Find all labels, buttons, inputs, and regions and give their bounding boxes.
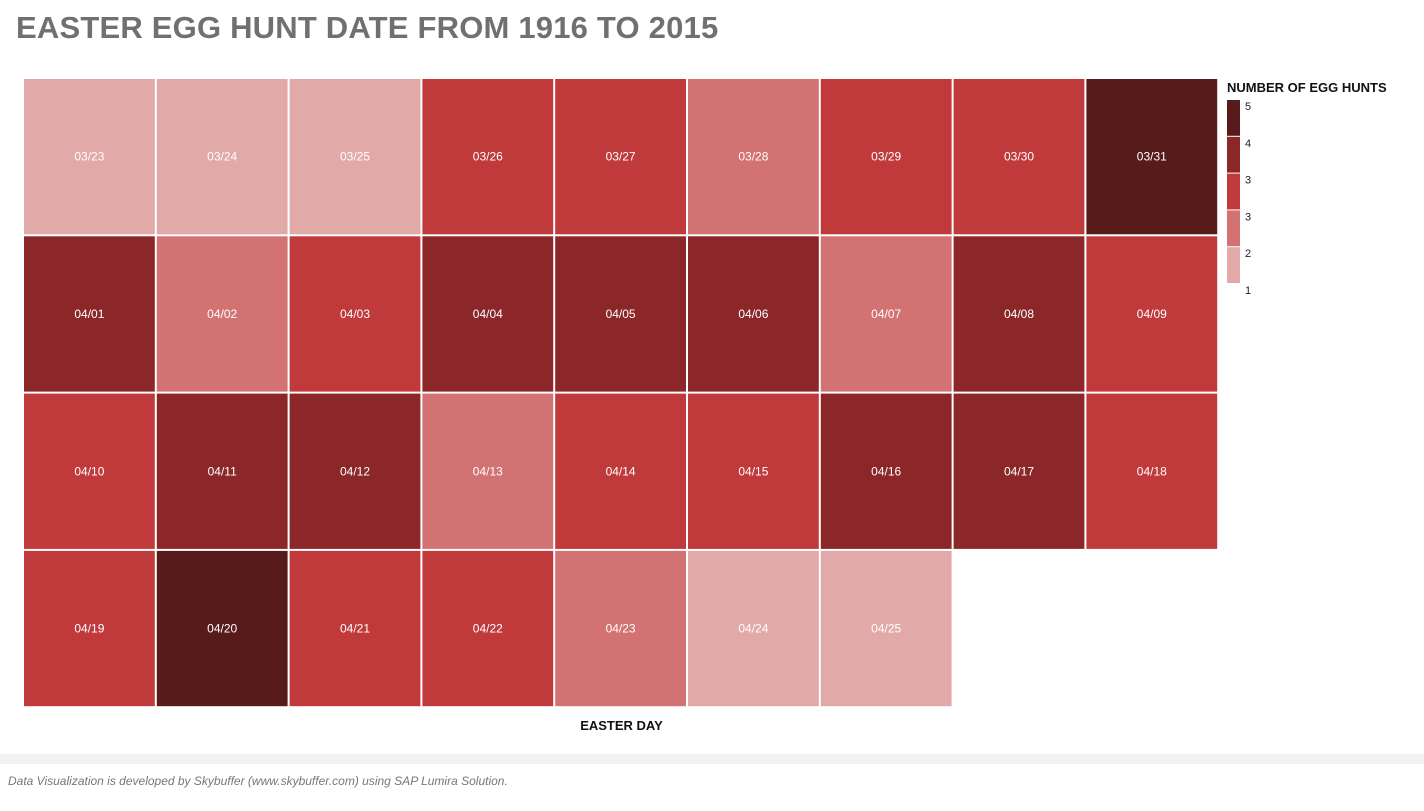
legend-swatch xyxy=(1227,100,1240,136)
cell-date-label: 04/03 xyxy=(340,307,370,321)
cell-date-label: 03/27 xyxy=(606,150,636,164)
heatmap-cell[interactable] xyxy=(688,550,819,707)
chart-title: EASTER EGG HUNT DATE FROM 1916 TO 2015 xyxy=(16,10,719,45)
cell-date-label: 04/13 xyxy=(473,464,503,478)
cell-date-label: 03/28 xyxy=(738,150,768,164)
heatmap-cell[interactable] xyxy=(688,393,819,549)
legend-swatch xyxy=(1227,173,1240,210)
legend-title: NUMBER OF EGG HUNTS xyxy=(1227,80,1387,95)
legend-tick-label: 2 xyxy=(1245,248,1251,260)
heatmap-cell[interactable] xyxy=(156,236,288,392)
heatmap-cell[interactable] xyxy=(555,79,686,235)
cell-date-label: 04/22 xyxy=(473,622,503,636)
cell-date-label: 04/09 xyxy=(1137,307,1167,321)
heatmap-cell[interactable] xyxy=(688,79,819,235)
cell-date-label: 04/25 xyxy=(871,622,901,636)
heatmap-cell[interactable] xyxy=(24,393,155,549)
cell-date-label: 03/26 xyxy=(473,150,503,164)
heatmap-cell[interactable] xyxy=(422,79,554,235)
cell-date-label: 03/31 xyxy=(1137,150,1167,164)
cell-date-label: 04/23 xyxy=(606,622,636,636)
cell-date-label: 04/10 xyxy=(74,464,104,478)
legend-tick-label: 4 xyxy=(1245,138,1251,150)
cell-date-label: 04/11 xyxy=(208,464,237,478)
heatmap-cell[interactable] xyxy=(24,79,155,235)
heatmap-cell[interactable] xyxy=(24,236,155,392)
cell-date-label: 03/23 xyxy=(74,150,104,164)
heatmap-cell[interactable] xyxy=(953,393,1085,549)
heatmap-cell[interactable] xyxy=(555,236,686,392)
heatmap-cell[interactable] xyxy=(289,393,421,549)
heatmap-cell[interactable] xyxy=(688,236,819,392)
heatmap-cell[interactable] xyxy=(422,236,554,392)
cell-date-label: 04/15 xyxy=(738,464,768,478)
heatmap-cell[interactable] xyxy=(156,393,288,549)
cell-date-label: 04/04 xyxy=(473,307,503,321)
legend-tick-label: 3 xyxy=(1245,175,1251,187)
heatmap-chart: 03/23 03/24 03/25 03/26 03/27 03/28 03/29 03/30… xyxy=(24,79,1251,707)
heatmap-cell[interactable] xyxy=(422,550,554,707)
heatmap-cell[interactable] xyxy=(1086,393,1218,549)
cell-date-label: 04/20 xyxy=(207,622,237,636)
heatmap-cell[interactable] xyxy=(820,393,952,549)
footer-divider xyxy=(0,754,1424,764)
cell-date-label: 04/17 xyxy=(1004,464,1034,478)
heatmap-cell[interactable] xyxy=(289,236,421,392)
heatmap-cell[interactable] xyxy=(820,79,952,235)
cell-date-label: 04/14 xyxy=(606,464,636,478)
heatmap-cell[interactable] xyxy=(953,236,1085,392)
cell-date-label: 04/01 xyxy=(74,307,104,321)
cell-date-label: 04/06 xyxy=(738,307,768,321)
cell-date-label: 03/29 xyxy=(871,150,901,164)
heatmap-cell[interactable] xyxy=(1086,236,1218,392)
legend-swatch xyxy=(1227,247,1240,283)
legend-swatch xyxy=(1227,210,1240,247)
cell-date-label: 04/16 xyxy=(871,464,901,478)
cell-date-label: 04/07 xyxy=(871,307,901,321)
cell-date-label: 04/02 xyxy=(207,307,237,321)
heatmap-cell[interactable] xyxy=(156,79,288,235)
x-axis-label: EASTER DAY xyxy=(580,718,663,733)
heatmap-cell[interactable] xyxy=(820,236,952,392)
footer-credit: Data Visualization is developed by Skybu… xyxy=(8,774,508,788)
cell-date-label: 04/12 xyxy=(340,464,370,478)
heatmap-cell[interactable] xyxy=(1086,79,1218,235)
cell-date-label: 04/24 xyxy=(738,622,768,636)
legend-tick-label: 3 xyxy=(1245,211,1251,223)
heatmap-cell[interactable] xyxy=(156,550,288,707)
heatmap-cell[interactable] xyxy=(289,550,421,707)
legend-tick-label: 5 xyxy=(1245,101,1251,113)
legend-swatch xyxy=(1227,136,1240,173)
cell-date-label: 04/18 xyxy=(1137,464,1167,478)
cell-date-label: 03/24 xyxy=(207,150,237,164)
cell-date-label: 04/21 xyxy=(340,622,370,636)
cell-date-label: 04/08 xyxy=(1004,307,1034,321)
heatmap-cell[interactable] xyxy=(422,393,554,549)
heatmap-cell[interactable] xyxy=(289,79,421,235)
heatmap-cell[interactable] xyxy=(820,550,952,707)
heatmap-cell[interactable] xyxy=(953,79,1085,235)
heatmap-cell[interactable] xyxy=(555,550,686,707)
legend-tick-label: 1 xyxy=(1245,285,1251,297)
cell-date-label: 04/05 xyxy=(606,307,636,321)
heatmap-cell[interactable] xyxy=(555,393,686,549)
cell-date-label: 03/25 xyxy=(340,150,370,164)
cell-date-label: 04/19 xyxy=(74,622,104,636)
heatmap-cell[interactable] xyxy=(24,550,155,707)
cell-date-label: 03/30 xyxy=(1004,150,1034,164)
